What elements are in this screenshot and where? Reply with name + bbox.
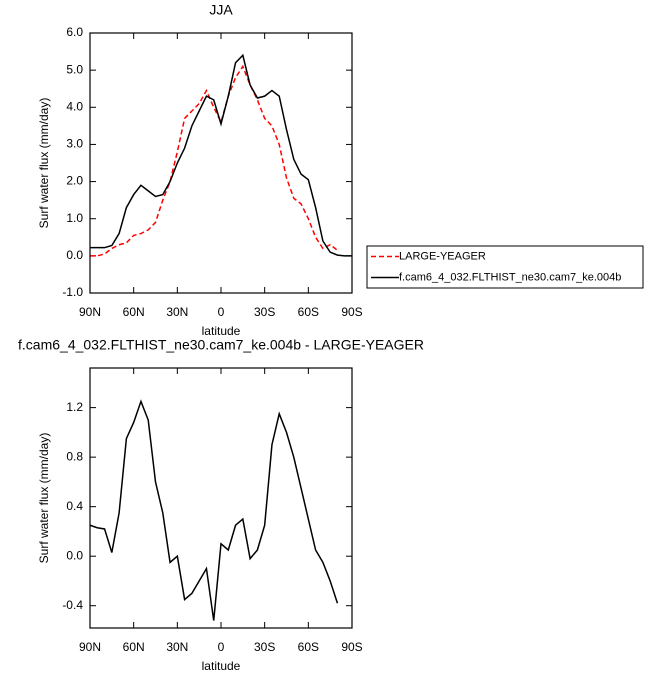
series-line (89, 399, 339, 621)
x-tick-label: 30S (254, 305, 275, 319)
y-tick-label: 0.4 (66, 499, 83, 513)
series-line (90, 53, 352, 257)
y-tick-label: 0.0 (66, 248, 83, 262)
y-axis-label: Surf water flux (mm/day) (37, 433, 51, 564)
x-tick-label: 30N (166, 305, 188, 319)
x-tick-label: 60S (298, 640, 319, 654)
y-tick-label: 6.0 (66, 25, 83, 39)
y-axis-label: Surf water flux (mm/day) (37, 98, 51, 229)
x-tick-label: 30S (254, 640, 275, 654)
y-tick-label: 1.2 (66, 400, 83, 414)
y-tick-label: 2.0 (66, 174, 83, 188)
y-tick-label: 0.0 (66, 548, 83, 562)
plot-frame (89, 32, 353, 294)
series-line (90, 64, 338, 257)
chart-title: f.cam6_4_032.FLTHIST_ne30.cam7_ke.004b -… (18, 337, 424, 353)
legend-label: f.cam6_4_032.FLTHIST_ne30.cam7_ke.004b (399, 271, 621, 283)
x-tick-label: 90N (79, 640, 101, 654)
y-tick-label: -1.0 (62, 285, 83, 299)
x-tick-label: 90N (79, 305, 101, 319)
x-axis-label: latitude (202, 324, 241, 338)
y-tick-label: -0.4 (62, 598, 83, 612)
y-tick-label: 1.0 (66, 211, 83, 225)
x-tick-label: 90S (341, 305, 362, 319)
x-tick-label: 90S (341, 640, 362, 654)
x-tick-label: 30N (166, 640, 188, 654)
x-tick-label: 60S (298, 305, 319, 319)
x-tick-label: 60N (123, 305, 145, 319)
x-tick-label: 0 (218, 640, 225, 654)
y-tick-label: 4.0 (66, 99, 83, 113)
chart-title: JJA (209, 2, 233, 18)
legend-label: LARGE-YEAGER (399, 250, 486, 262)
y-tick-label: 3.0 (66, 137, 83, 151)
y-tick-label: 5.0 (66, 62, 83, 76)
x-tick-label: 0 (218, 305, 225, 319)
plot-frame (89, 367, 353, 629)
legend-box (366, 245, 644, 289)
y-tick-label: 0.8 (66, 449, 83, 463)
x-tick-label: 60N (123, 640, 145, 654)
x-axis-label: latitude (202, 659, 241, 673)
